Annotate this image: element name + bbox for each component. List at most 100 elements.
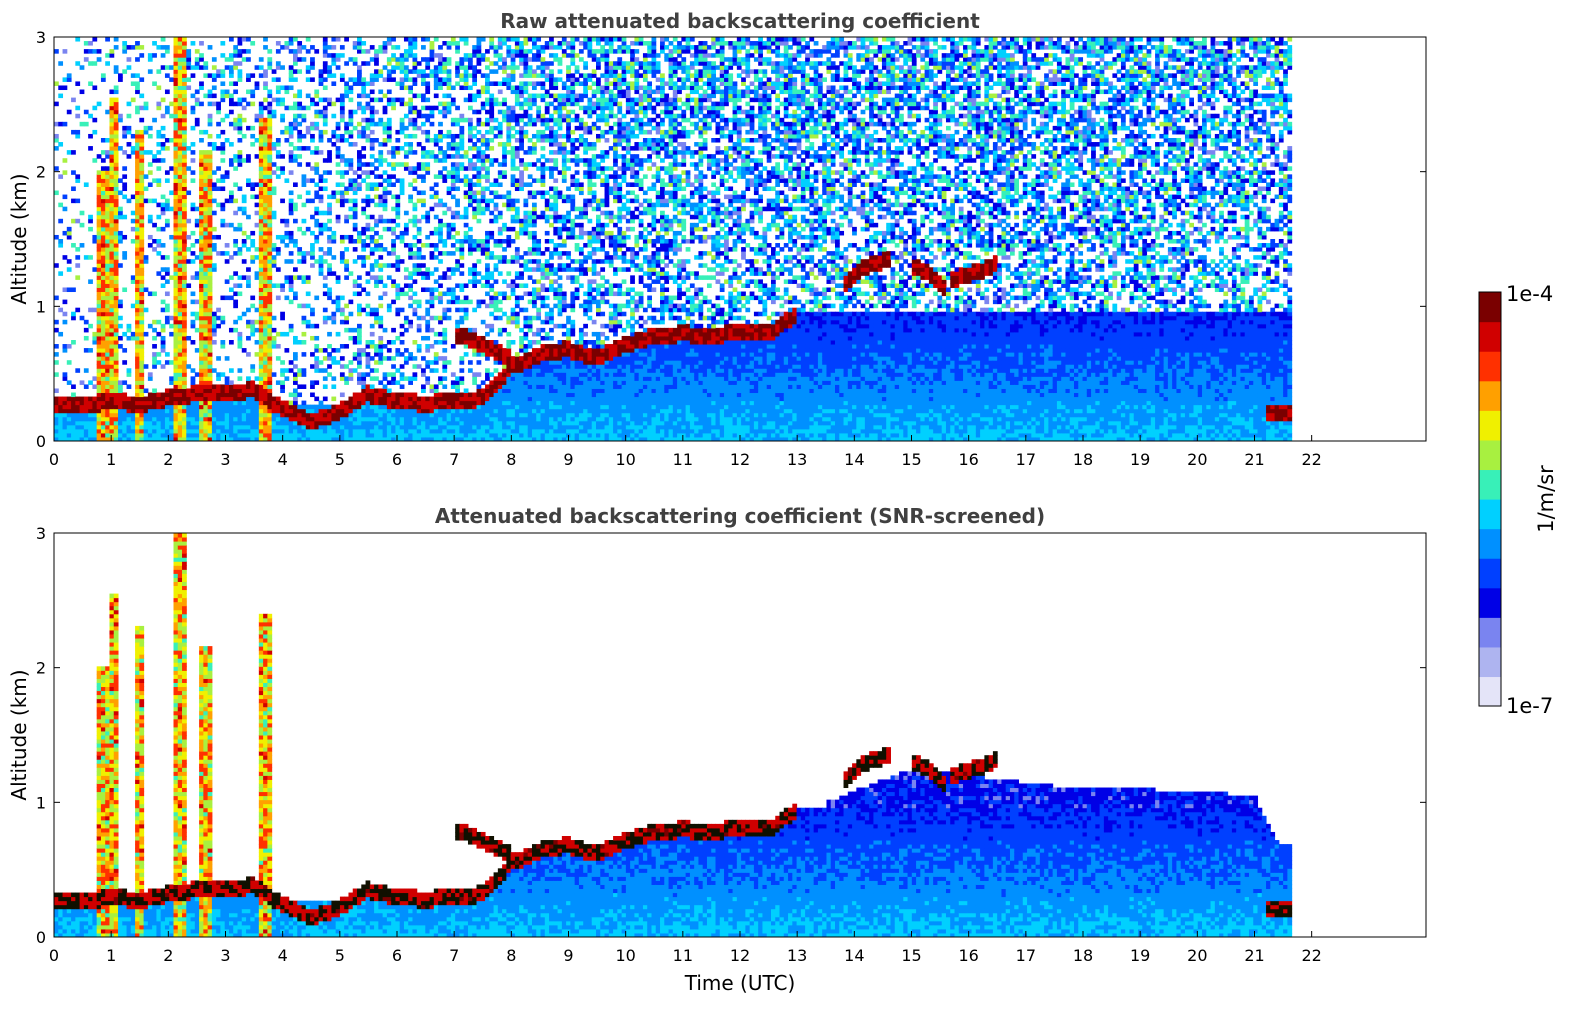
heatmap-cell [135,154,140,159]
heatmap-cell [139,227,144,232]
heatmap-cell [131,421,136,426]
heatmap-cell [139,223,144,228]
heatmap-cell [152,81,157,86]
heatmap-cell [109,223,114,228]
heatmap-cell [114,146,119,151]
heatmap-cell [75,219,80,224]
heatmap-cell [148,182,153,187]
heatmap-cell [122,409,127,414]
heatmap-cell [165,255,170,260]
heatmap-cell [105,429,110,434]
heatmap-cell [165,417,170,422]
heatmap-cell [161,328,166,333]
heatmap-cell [58,413,63,418]
heatmap-cell [139,332,144,337]
heatmap-cell [105,287,110,292]
heatmap-cell [139,364,144,369]
heatmap-cell [114,207,119,212]
heatmap-cell [114,98,119,103]
heatmap-cell [109,259,114,264]
heatmap-cell [67,429,72,434]
heatmap-cell [54,433,59,438]
heatmap-cell [148,53,153,58]
heatmap-cell [92,49,97,54]
heatmap-cell [54,146,59,151]
heatmap-cell [156,429,161,434]
heatmap-cell [144,186,149,191]
heatmap-cell [63,170,68,175]
heatmap-cell [114,191,119,196]
heatmap-cell [101,368,106,373]
heatmap-cell [139,239,144,244]
heatmap-cell [92,106,97,111]
heatmap-cell [131,45,136,50]
heatmap-cell [67,287,72,292]
heatmap-cell [109,283,114,288]
heatmap-cell [139,219,144,224]
heatmap-cell [67,409,72,414]
heatmap-cell [135,376,140,381]
heatmap-cell [135,110,140,115]
heatmap-cell [114,178,119,183]
heatmap-cell [97,287,102,292]
heatmap-cell [161,243,166,248]
heatmap-cell [75,397,80,402]
heatmap-cell [114,308,119,313]
heatmap-cell [152,223,157,228]
heatmap-cell [118,114,123,119]
heatmap-cell [109,114,114,119]
heatmap-cell [88,413,93,418]
heatmap-cell [135,356,140,361]
heatmap-cell [127,384,132,389]
heatmap-cell [105,207,110,212]
heatmap-cell [101,328,106,333]
heatmap-cell [114,235,119,240]
heatmap-cell [88,405,93,410]
heatmap-cell [54,352,59,357]
heatmap-cell [131,211,136,216]
heatmap-cell [161,300,166,305]
heatmap-cell [148,150,153,155]
heatmap-cell [122,433,127,438]
heatmap-cell [105,279,110,284]
heatmap-cell [139,215,144,220]
heatmap-cell [109,380,114,385]
heatmap-cell [75,368,80,373]
heatmap-cell [92,37,97,42]
heatmap-cell [97,102,102,107]
heatmap-cell [109,368,114,373]
heatmap-cell [71,287,76,292]
heatmap-cell [165,388,170,393]
heatmap-cell [105,231,110,236]
heatmap-cell [97,320,102,325]
heatmap-cell [97,413,102,418]
heatmap-cell [54,405,59,410]
heatmap-cell [122,425,127,430]
heatmap-cell [161,433,166,438]
heatmap-cell [114,344,119,349]
heatmap-cell [114,292,119,297]
heatmap-cell [109,433,114,438]
heatmap-cell [139,271,144,276]
heatmap-cell [105,186,110,191]
heatmap-cell [71,316,76,321]
heatmap-cell [101,348,106,353]
heatmap-cell [101,203,106,208]
heatmap-cell [144,102,149,107]
heatmap-cell [156,150,161,155]
heatmap-cell [118,336,123,341]
heatmap-cell [152,336,157,341]
heatmap-cell [84,49,89,54]
heatmap-cell [152,429,157,434]
heatmap-cell [118,393,123,398]
heatmap-cell [114,37,119,42]
heatmap-cell [152,401,157,406]
heatmap-cell [97,207,102,212]
heatmap-cell [88,308,93,313]
heatmap-cell [92,61,97,66]
heatmap-cell [58,433,63,438]
heatmap-cell [152,178,157,183]
heatmap-cell [114,130,119,135]
heatmap-cell [109,142,114,147]
heatmap-cell [88,219,93,224]
